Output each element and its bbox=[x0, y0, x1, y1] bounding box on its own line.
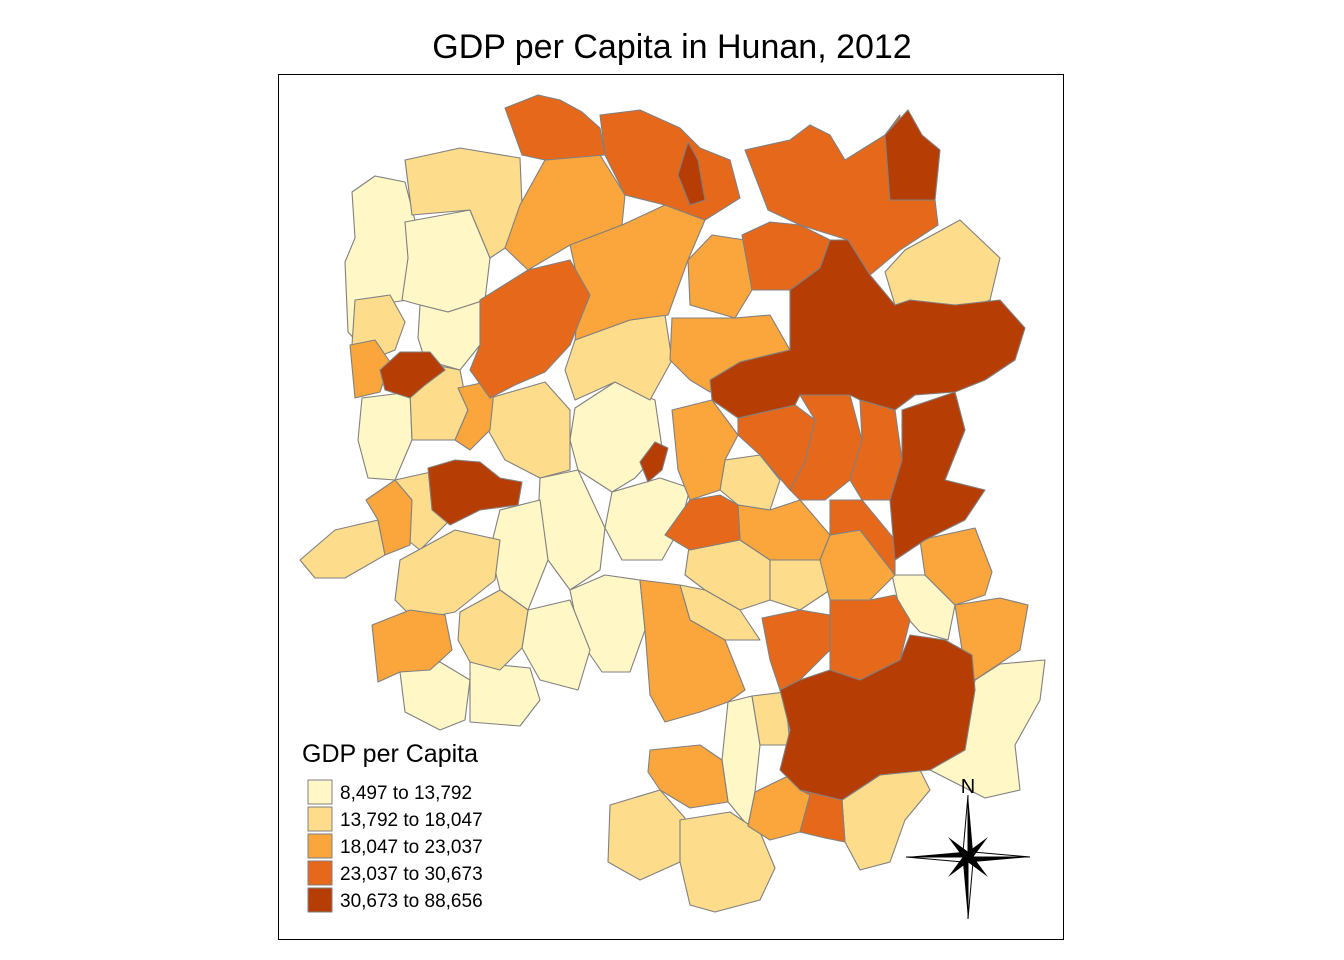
county-region bbox=[849, 399, 903, 501]
map-legend: GDP per Capita 8,497 to 13,792 13,792 to … bbox=[302, 740, 483, 913]
map-frame bbox=[278, 74, 1064, 940]
county-region bbox=[829, 499, 896, 576]
legend-label: 23,037 to 30,673 bbox=[340, 864, 483, 885]
county-region bbox=[664, 494, 741, 551]
county-region bbox=[677, 141, 706, 206]
legend-label: 8,497 to 13,792 bbox=[340, 783, 472, 804]
county-region bbox=[604, 477, 691, 561]
legend-label: 18,047 to 23,037 bbox=[340, 837, 483, 858]
legend-label: 30,673 to 88,656 bbox=[340, 891, 483, 912]
map-title: GDP per Capita in Hunan, 2012 bbox=[432, 28, 912, 66]
county-region bbox=[789, 394, 863, 501]
north-arrow: N bbox=[905, 776, 1031, 920]
county-region bbox=[399, 661, 471, 731]
legend-swatch bbox=[307, 779, 333, 805]
legend-swatch bbox=[307, 806, 333, 832]
county-region bbox=[504, 94, 606, 161]
county-region bbox=[379, 351, 446, 399]
county-regions bbox=[299, 94, 1046, 913]
county-region bbox=[647, 744, 729, 809]
county-region bbox=[487, 381, 571, 479]
county-region bbox=[357, 391, 413, 481]
county-region bbox=[769, 559, 831, 611]
legend-swatch bbox=[307, 860, 333, 886]
county-region bbox=[607, 789, 686, 881]
county-region bbox=[679, 811, 776, 913]
county-region bbox=[884, 109, 941, 201]
county-region bbox=[889, 391, 986, 561]
county-region bbox=[761, 609, 831, 691]
county-region bbox=[394, 529, 501, 621]
county-region bbox=[919, 527, 993, 606]
county-region bbox=[779, 634, 976, 801]
county-region bbox=[427, 459, 523, 526]
county-region bbox=[371, 609, 453, 683]
county-region bbox=[599, 109, 741, 221]
compass-rose-icon bbox=[905, 794, 1031, 920]
north-label: N bbox=[961, 776, 975, 798]
county-region bbox=[469, 259, 591, 399]
county-region bbox=[365, 479, 413, 556]
county-region bbox=[671, 399, 739, 501]
county-region bbox=[639, 441, 669, 483]
county-region bbox=[299, 519, 386, 579]
county-region bbox=[469, 661, 541, 727]
legend-title: GDP per Capita bbox=[302, 740, 478, 768]
county-region bbox=[639, 579, 746, 723]
county-region bbox=[687, 234, 753, 319]
county-region bbox=[457, 589, 529, 671]
county-region bbox=[537, 469, 606, 591]
legend-label: 13,792 to 18,047 bbox=[340, 810, 483, 831]
legend-swatch bbox=[307, 833, 333, 859]
legend-swatch bbox=[307, 887, 333, 913]
county-region bbox=[417, 299, 486, 371]
